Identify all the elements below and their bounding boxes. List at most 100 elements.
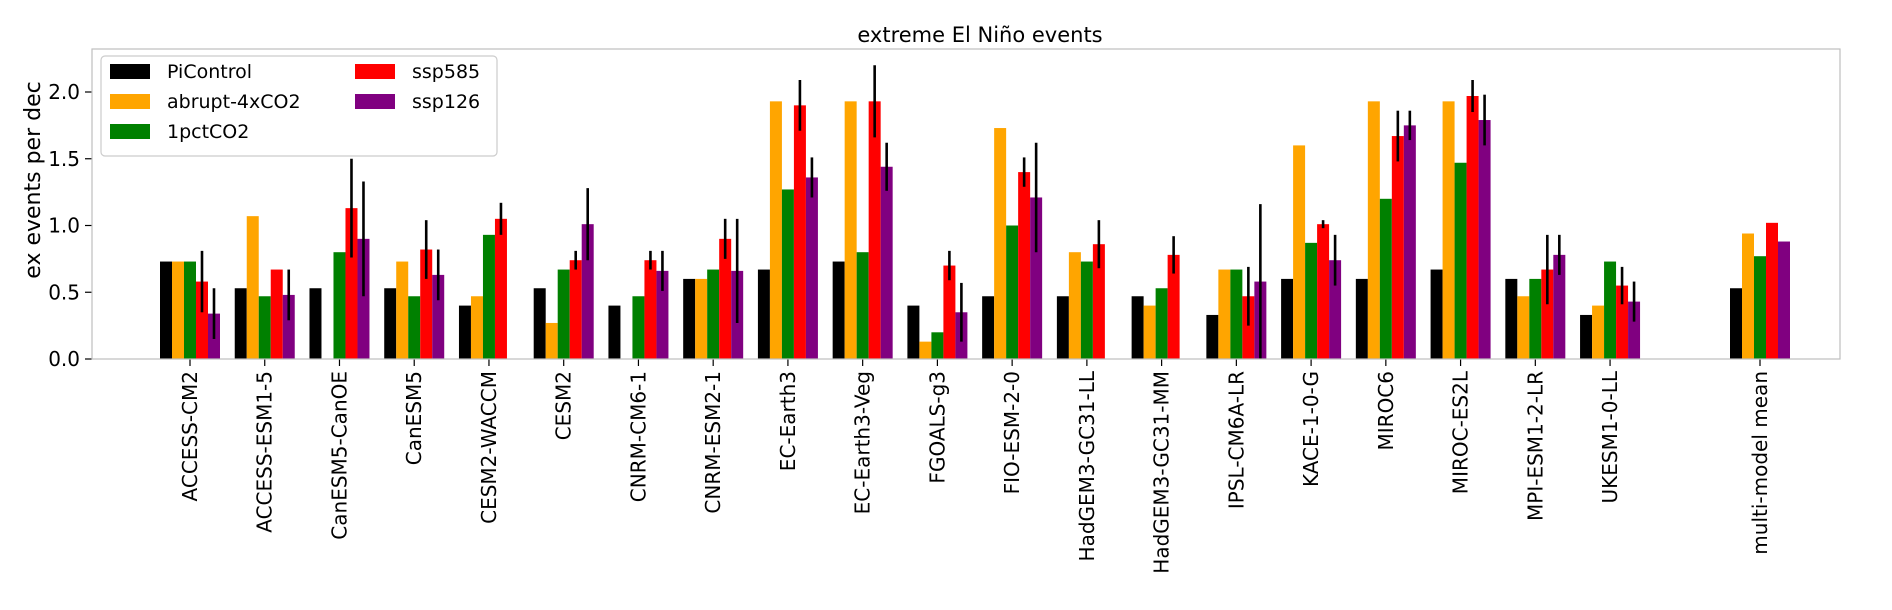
bar-1pctco2-mpi-esm1-2-lr: [1529, 278, 1542, 359]
plot-frame: [91, 48, 1841, 360]
bar-1pctco2-access-esm1-5: [258, 296, 271, 359]
x-tick-label: MIROC6: [1374, 371, 1398, 450]
x-tick-label: MIROC-ES2L: [1449, 370, 1473, 494]
x-tick-label: KACE-1-0-G: [1299, 371, 1323, 487]
bar-picontrol-cnrm-esm2-1: [683, 278, 696, 359]
y-axis-label: ex events per dec: [21, 81, 46, 278]
bar-ssp126-mpi-esm1-2-lr: [1553, 254, 1566, 359]
bar-abrupt-4xco2-multi-model-mean: [1742, 233, 1754, 359]
bar-ssp126-access-esm1-5: [282, 294, 295, 359]
bar-1pctco2-miroc-es2l: [1454, 162, 1467, 359]
x-tick-label: UKESM1-0-LL: [1598, 370, 1622, 503]
bar-abrupt-4xco2-hadgem3-gc31-ll: [1068, 252, 1081, 359]
legend-label: ssp585: [412, 61, 480, 83]
bar-ssp585-multi-model-mean: [1766, 222, 1778, 359]
bar-abrupt-4xco2-hadgem3-gc31-mm: [1143, 305, 1156, 359]
legend-label: abrupt-4xCO2: [167, 91, 301, 113]
bar-1pctco2-fio-esm-2-0: [1006, 225, 1019, 359]
bar-picontrol-hadgem3-gc31-mm: [1131, 296, 1144, 359]
legend-swatch: [110, 64, 150, 79]
y-tick-label: 0.0: [48, 347, 80, 371]
bar-ssp585-kace-1-0-g: [1317, 224, 1330, 359]
bar-ssp585-canesm5: [420, 249, 433, 359]
bar-picontrol-access-cm2: [160, 261, 172, 359]
bar-ssp126-ukesm1-0-ll: [1628, 301, 1641, 359]
legend-swatch: [355, 64, 395, 79]
bar-abrupt-4xco2-ipsl-cm6a-lr: [1218, 269, 1231, 359]
x-axis: ACCESS-CM2 ACCESS-ESM1-5 CanESM5-CanOE CanE…: [178, 359, 1772, 574]
legend-frame: [100, 55, 498, 157]
bar-1pctco2-kace-1-0-g: [1305, 242, 1318, 359]
x-tick-label: CNRM-CM6-1: [626, 371, 650, 502]
bar-1pctco2-cnrm-cm6-1: [632, 296, 645, 359]
bar-picontrol-hadgem3-gc31-ll: [1056, 296, 1069, 359]
x-tick-label: CanESM5-CanOE: [327, 371, 351, 540]
bar-picontrol-ec-earth3-veg: [832, 261, 845, 359]
bar-picontrol-ec-earth3: [757, 269, 770, 359]
bar-abrupt-4xco2-ukesm1-0-ll: [1592, 305, 1605, 359]
y-tick-label: 1.0: [48, 214, 80, 238]
bar-ssp585-ec-earth3-veg: [868, 101, 881, 359]
x-tick-label: CNRM-ESM2-1: [701, 371, 725, 514]
bar-abrupt-4xco2-fgoals-g3: [919, 341, 932, 359]
bar-ssp126-miroc-es2l: [1478, 120, 1491, 359]
bar-1pctco2-canesm5-canoe: [333, 252, 346, 359]
bar-ssp585-ec-earth3: [793, 105, 806, 359]
bar-ssp126-canesm5-canoe: [357, 238, 370, 359]
bar-ssp585-cnrm-esm2-1: [719, 238, 732, 359]
x-tick-label: EC-Earth3-Veg: [851, 371, 875, 514]
legend-swatch: [355, 94, 395, 109]
y-axis: 0.0 0.5 1.0 1.5 2.0: [48, 80, 92, 371]
bar-picontrol-mpi-esm1-2-lr: [1505, 278, 1518, 359]
y-tick-label: 0.5: [48, 280, 80, 304]
bar-ssp585-cnrm-cm6-1: [644, 260, 657, 359]
bar-abrupt-4xco2-cesm2: [545, 322, 558, 359]
y-tick-label: 1.5: [48, 147, 80, 171]
bar-ssp126-ec-earth3-veg: [880, 166, 893, 359]
x-tick-label: multi-model mean: [1748, 371, 1772, 555]
bar-picontrol-ipsl-cm6a-lr: [1206, 314, 1219, 359]
bar-abrupt-4xco2-mpi-esm1-2-lr: [1517, 296, 1530, 359]
bar-abrupt-4xco2-access-esm1-5: [246, 216, 259, 359]
bar-ssp585-access-esm1-5: [270, 269, 283, 359]
bar-ssp126-cesm2: [581, 224, 594, 359]
bar-picontrol-fio-esm-2-0: [982, 296, 995, 359]
bar-1pctco2-multi-model-mean: [1754, 256, 1766, 359]
bar-ssp585-ukesm1-0-ll: [1616, 285, 1629, 359]
x-tick-label: CanESM5: [402, 371, 426, 465]
bar-1pctco2-ec-earth3: [781, 189, 794, 359]
bar-1pctco2-ukesm1-0-ll: [1604, 261, 1617, 359]
bar-picontrol-miroc-es2l: [1430, 269, 1443, 359]
x-tick-label: MPI-ESM1-2-LR: [1523, 371, 1547, 521]
bar-abrupt-4xco2-canesm5: [396, 261, 409, 359]
bar-abrupt-4xco2-cesm2-waccm: [470, 296, 483, 359]
legend-label: ssp126: [412, 91, 480, 113]
bar-abrupt-4xco2-kace-1-0-g: [1293, 145, 1306, 359]
bar-picontrol-cesm2-waccm: [458, 305, 471, 359]
x-tick-label: CESM2-WACCM: [477, 371, 501, 524]
bar-picontrol-ukesm1-0-ll: [1580, 314, 1593, 359]
bar-ssp585-access-cm2: [196, 281, 208, 359]
bar-ssp126-multi-model-mean: [1778, 241, 1790, 359]
bar-1pctco2-cesm2-waccm: [482, 234, 495, 359]
bar-1pctco2-cnrm-esm2-1: [707, 269, 720, 359]
bar-abrupt-4xco2-miroc6: [1367, 101, 1380, 359]
x-tick-label: FGOALS-g3: [925, 371, 949, 484]
bar-1pctco2-fgoals-g3: [931, 332, 944, 359]
x-tick-label: IPSL-CM6A-LR: [1224, 371, 1248, 509]
bar-abrupt-4xco2-access-cm2: [172, 261, 184, 359]
bar-ssp585-fgoals-g3: [943, 265, 956, 359]
bar-1pctco2-ec-earth3-veg: [856, 252, 869, 359]
bar-picontrol-canesm5: [384, 288, 397, 359]
x-tick-label: EC-Earth3: [776, 371, 800, 471]
bar-ssp126-kace-1-0-g: [1329, 260, 1342, 359]
bar-picontrol-kace-1-0-g: [1281, 278, 1294, 359]
bar-abrupt-4xco2-ec-earth3-veg: [844, 101, 857, 359]
bar-ssp126-cnrm-cm6-1: [656, 270, 669, 359]
legend-swatch: [110, 94, 150, 109]
bar-ssp585-hadgem3-gc31-mm: [1167, 254, 1180, 359]
bar-picontrol-cesm2: [533, 288, 546, 359]
bar-ssp585-miroc6: [1391, 136, 1404, 359]
bar-picontrol-miroc6: [1355, 278, 1368, 359]
